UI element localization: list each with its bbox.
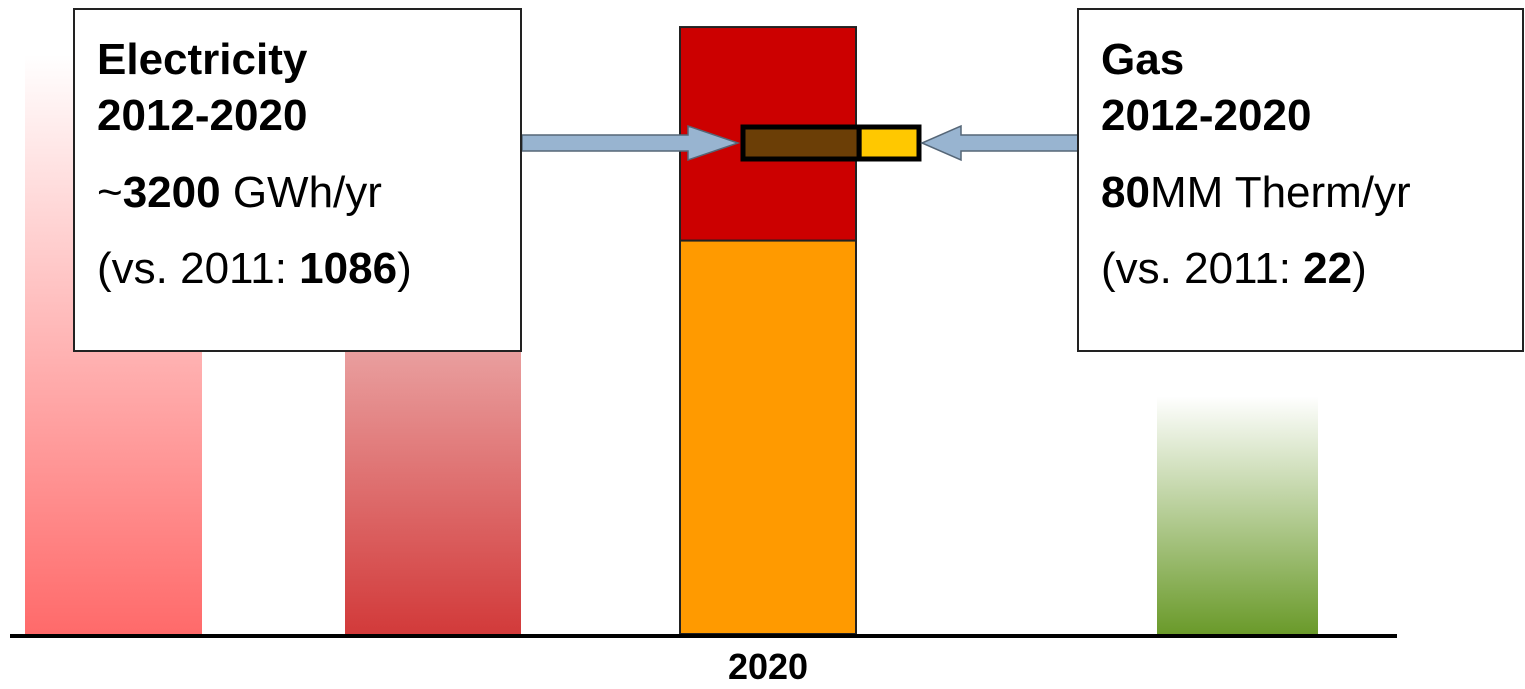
gas-savings-value: 80MM Therm/yr bbox=[1101, 168, 1411, 217]
bar-3 bbox=[679, 239, 857, 636]
inset-gas-segment bbox=[856, 124, 922, 162]
gas-comparison: (vs. 2011: 22) bbox=[1101, 244, 1367, 293]
gas-title-line-1: Gas bbox=[1101, 35, 1185, 84]
gas-annotation-box: Gas 2012-2020 80MM Therm/yr (vs. 2011: 2… bbox=[1077, 8, 1524, 352]
electricity-savings-value: ~3200 GWh/yr bbox=[97, 168, 382, 217]
electricity-annotation-box: Electricity 2012-2020 ~3200 GWh/yr (vs. … bbox=[73, 8, 522, 352]
electricity-title-line-2: 2012-2020 bbox=[97, 91, 308, 140]
inset-electricity-segment bbox=[740, 124, 862, 162]
bar-4 bbox=[1157, 396, 1318, 634]
electricity-title-line-1: Electricity bbox=[97, 35, 308, 84]
gas-arrow bbox=[920, 124, 1080, 162]
electricity-arrow bbox=[521, 124, 741, 162]
gas-title-line-2: 2012-2020 bbox=[1101, 91, 1312, 140]
electricity-comparison: (vs. 2011: 1086) bbox=[97, 244, 412, 293]
x-tick-label-2020: 2020 bbox=[727, 646, 809, 687]
